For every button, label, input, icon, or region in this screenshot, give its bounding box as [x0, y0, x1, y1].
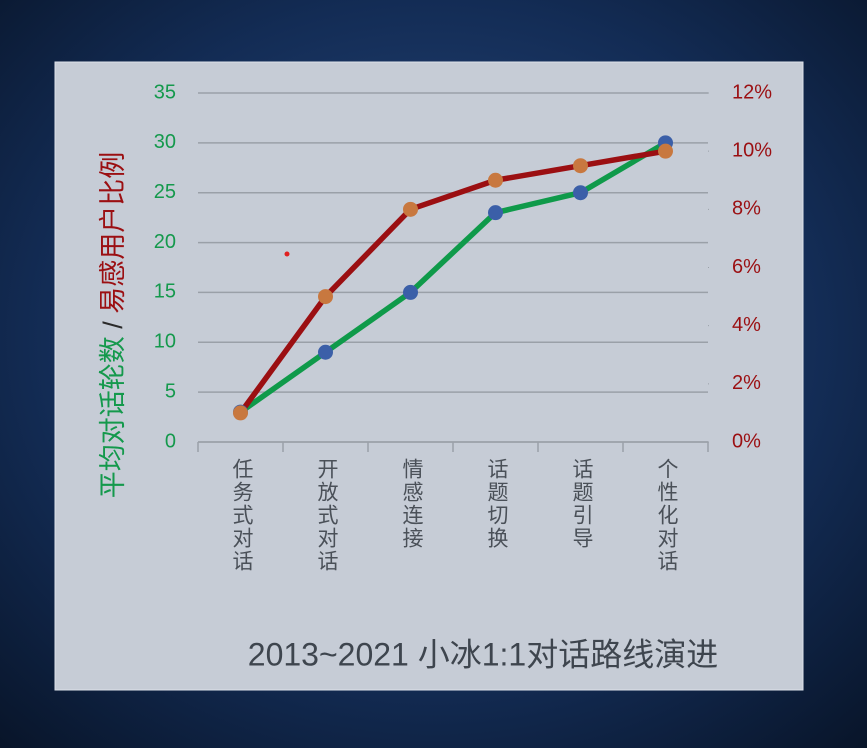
y2-axis-title: 易感用户比例 [98, 152, 128, 314]
data-point [233, 405, 248, 421]
data-point [573, 185, 588, 201]
data-point [658, 143, 673, 159]
x-tick-label: 情感连接 [400, 458, 424, 550]
y-axis-title: 平均对话轮数 [98, 336, 128, 498]
x-tick-label: 个性化对话 [655, 458, 679, 573]
decoration-dot [284, 251, 290, 257]
y-tick-label: 0 [165, 430, 176, 452]
axis-title: 平均对话轮数 / 易感用户比例 [98, 152, 128, 499]
y2-tick-label: 6% [732, 256, 761, 278]
data-point [573, 158, 588, 174]
series-line [238, 140, 667, 415]
chart-title: 2013~2021 小冰1:1对话路线演进 [248, 636, 718, 672]
x-tick-label: 话题切换 [485, 458, 509, 550]
data-point [318, 344, 333, 360]
y-tick-label: 15 [154, 281, 176, 303]
panel [54, 61, 804, 691]
x-tick-label: 开放式对话 [315, 458, 339, 573]
y2-tick-label: 12% [732, 81, 772, 103]
x-tick-label: 话题引导 [570, 458, 594, 550]
data-point [403, 284, 418, 300]
y-tick-label: 5 [165, 380, 176, 402]
data-point [488, 205, 503, 221]
y2-tick-label: 8% [732, 198, 761, 220]
axis-title-separator: / [98, 321, 128, 329]
y2-tick-label: 0% [732, 430, 761, 452]
y2-tick-label: 10% [732, 139, 772, 161]
y-tick-label: 20 [154, 231, 176, 253]
data-point [403, 201, 418, 217]
x-tick-label: 任务式对话 [230, 458, 254, 573]
y-tick-label: 10 [154, 331, 176, 353]
series-line [238, 148, 666, 415]
y-tick-label: 30 [154, 131, 176, 153]
y-tick-label: 25 [154, 181, 176, 203]
y2-tick-label: 2% [732, 372, 761, 394]
y-tick-label: 35 [154, 81, 176, 103]
y2-tick-label: 4% [732, 314, 761, 336]
data-point [488, 172, 503, 188]
data-point [318, 289, 333, 305]
